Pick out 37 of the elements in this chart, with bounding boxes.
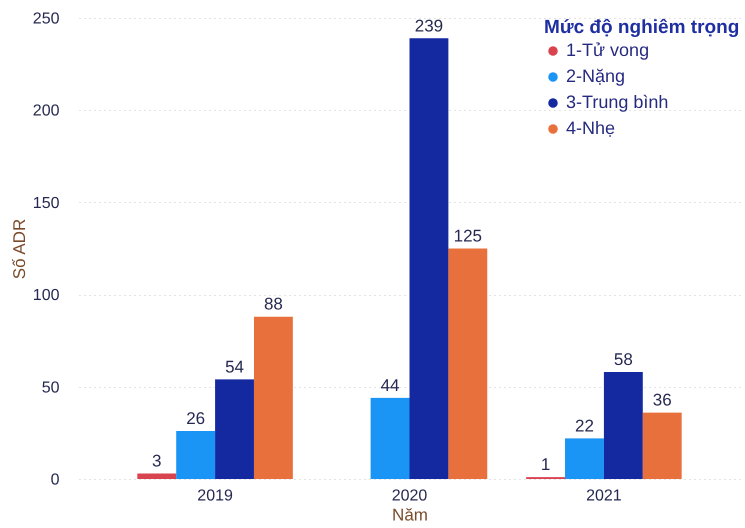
data-label: 58 [614,350,633,370]
data-label: 88 [264,294,283,314]
data-label: 22 [575,416,594,436]
y-tick-label: 150 [32,194,60,212]
legend-label: 2-Nặng [566,66,626,86]
x-tick-label: 2020 [392,488,428,504]
data-label: 26 [186,409,206,428]
bar [604,372,643,479]
legend-label: 3-Trung bình [566,92,668,112]
legend-label: 1-Tử vong [566,40,650,60]
legend-title: Mức độ nghiêm trọng [544,17,740,38]
bar [565,438,604,479]
x-tick-label: 2021 [586,488,622,504]
x-axis-title: Năm [392,506,428,524]
bar [137,473,176,479]
y-tick-label: 200 [32,102,60,120]
data-label: 3 [152,451,162,470]
y-tick-label: 100 [32,287,60,304]
y-tick-label: 50 [42,379,60,396]
data-label: 1 [540,455,550,474]
bar [370,398,410,479]
y-tick-label: 0 [50,472,60,488]
bar [642,412,682,479]
data-label: 44 [380,376,400,395]
data-label: 36 [652,390,672,410]
data-label: 125 [454,226,482,246]
bar [254,316,293,479]
bar [410,38,448,479]
x-tick-label: 2019 [197,488,233,504]
y-axis-title: Số ADR [10,218,29,280]
y-tick-label: 250 [32,10,60,28]
bar [215,379,254,479]
data-label: 239 [414,16,444,36]
bar [448,248,488,479]
legend-label: 4-Nhẹ [566,118,616,138]
bar [176,431,216,479]
data-label: 54 [225,357,244,376]
